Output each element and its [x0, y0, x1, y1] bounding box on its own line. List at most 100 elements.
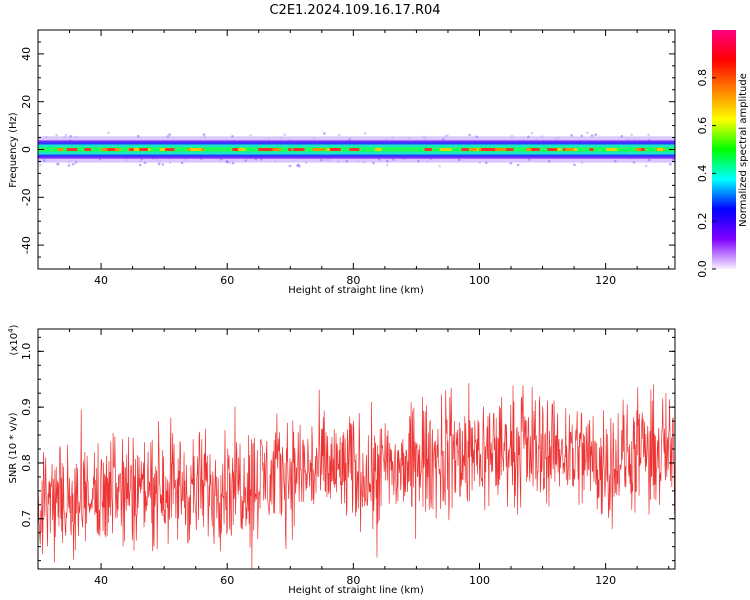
band-speckle	[228, 161, 231, 164]
band-speckle	[225, 160, 229, 164]
spectrogram-x-ticks: 40 60 80 100 120	[69, 30, 670, 287]
band-speckle	[180, 161, 184, 165]
band-speckle	[138, 163, 142, 167]
band-hotspot	[635, 148, 642, 151]
band-speckle	[155, 158, 159, 161]
band-speckle	[161, 163, 165, 166]
band-speckle	[74, 135, 77, 139]
band-speckle	[580, 161, 584, 164]
band-hotspot	[237, 148, 246, 151]
band-hotspot	[107, 148, 116, 151]
band-hotspot	[424, 148, 433, 151]
band-speckle	[202, 133, 206, 136]
band-hotspot	[257, 148, 268, 151]
band-speckle	[157, 162, 161, 166]
band-speckle	[231, 135, 234, 138]
spectrogram-y-label: Frequency (Hz)	[8, 112, 19, 188]
band-speckle	[441, 138, 445, 141]
band-hotspot	[547, 148, 558, 151]
band-hotspot	[66, 148, 78, 151]
spec-ytick-label: -20	[20, 188, 33, 206]
band-hotspot	[589, 148, 594, 151]
band-speckle	[323, 132, 326, 135]
band-speckle	[527, 158, 531, 161]
snr-xtick-label: 60	[220, 574, 234, 587]
snr-ytick-label: 1.0	[20, 343, 33, 361]
band-speckle	[557, 136, 561, 140]
band-speckle	[425, 160, 429, 163]
band-speckle	[38, 163, 42, 167]
band-hotspot	[84, 148, 92, 151]
band-hotspot	[292, 148, 305, 151]
band-speckle	[184, 158, 187, 162]
band-speckle	[64, 133, 68, 137]
band-hotspot	[573, 148, 578, 151]
snr-ytick-label: 0.9	[20, 398, 33, 416]
band-speckle	[468, 133, 471, 137]
band-speckle	[67, 164, 71, 167]
band-hotspot	[606, 148, 618, 151]
spec-xtick-label: 60	[220, 274, 234, 287]
band-speckle	[372, 161, 375, 165]
band-speckle	[625, 137, 628, 141]
band-speckle	[554, 137, 557, 141]
band-speckle	[422, 135, 426, 139]
band-hotspot	[505, 148, 514, 151]
snr-xtick-label: 80	[346, 574, 360, 587]
band-speckle	[392, 158, 395, 161]
band-speckle	[386, 159, 389, 163]
band-speckle	[669, 162, 672, 166]
snr-x-label: Height of straight line (km)	[288, 585, 424, 596]
band-speckle	[356, 160, 360, 163]
band-hotspot	[469, 148, 477, 151]
spectrogram-x-label: Height of straight line (km)	[288, 285, 424, 296]
colorbar-tick-label: 0.4	[696, 165, 709, 183]
band-speckle	[260, 158, 263, 161]
band-speckle	[407, 136, 411, 140]
band-speckle	[312, 137, 316, 140]
band-speckle	[377, 158, 381, 161]
snr-panel: 40 60 80 100 120 0.7 0.8 0.9 1.0 Height of stra…	[7, 324, 676, 596]
colorbar-gradient	[712, 30, 736, 269]
band-speckle	[613, 159, 617, 163]
spectrogram-y-ticks: -40 -20 0 20 40	[20, 41, 675, 258]
band-speckle	[56, 162, 60, 166]
band-hotspot	[272, 148, 281, 151]
band-speckle	[168, 133, 172, 136]
band-speckle	[475, 135, 479, 139]
band-speckle	[231, 161, 235, 165]
band-speckle	[527, 135, 530, 139]
spec-xtick-label: 40	[94, 274, 108, 287]
spec-xtick-label: 120	[595, 274, 616, 287]
snr-ytick-label: 0.7	[20, 510, 33, 528]
snr-scale-label: (x104)	[7, 324, 20, 355]
band-speckle	[283, 133, 286, 137]
band-hotspot	[320, 148, 326, 151]
snr-xtick-label: 100	[469, 574, 490, 587]
band-speckle	[279, 137, 282, 140]
snr-x-ticks: 40 60 80 100 120	[69, 329, 670, 587]
band-speckle	[288, 164, 292, 168]
band-speckle	[438, 164, 442, 168]
band-speckle	[244, 159, 248, 162]
band-speckle	[590, 134, 594, 137]
band-hotspot	[461, 148, 470, 151]
band-speckle	[363, 132, 367, 135]
spec-xtick-label: 100	[469, 274, 490, 287]
band-hotspot	[164, 148, 175, 151]
band-speckle	[49, 158, 53, 162]
spec-ytick-label: 20	[20, 95, 33, 109]
band-speckle	[203, 135, 207, 138]
band-speckle	[63, 135, 66, 139]
band-speckle	[296, 164, 299, 167]
band-speckle	[273, 159, 277, 163]
band-speckle	[249, 134, 252, 137]
colorbar-tick-label: 0.2	[696, 212, 709, 230]
band-hotspot	[531, 148, 540, 151]
snr-xtick-label: 40	[94, 574, 108, 587]
band-speckle	[168, 161, 172, 164]
band-hotspot	[129, 148, 135, 151]
band-speckle	[385, 138, 388, 141]
band-speckle	[166, 135, 170, 138]
